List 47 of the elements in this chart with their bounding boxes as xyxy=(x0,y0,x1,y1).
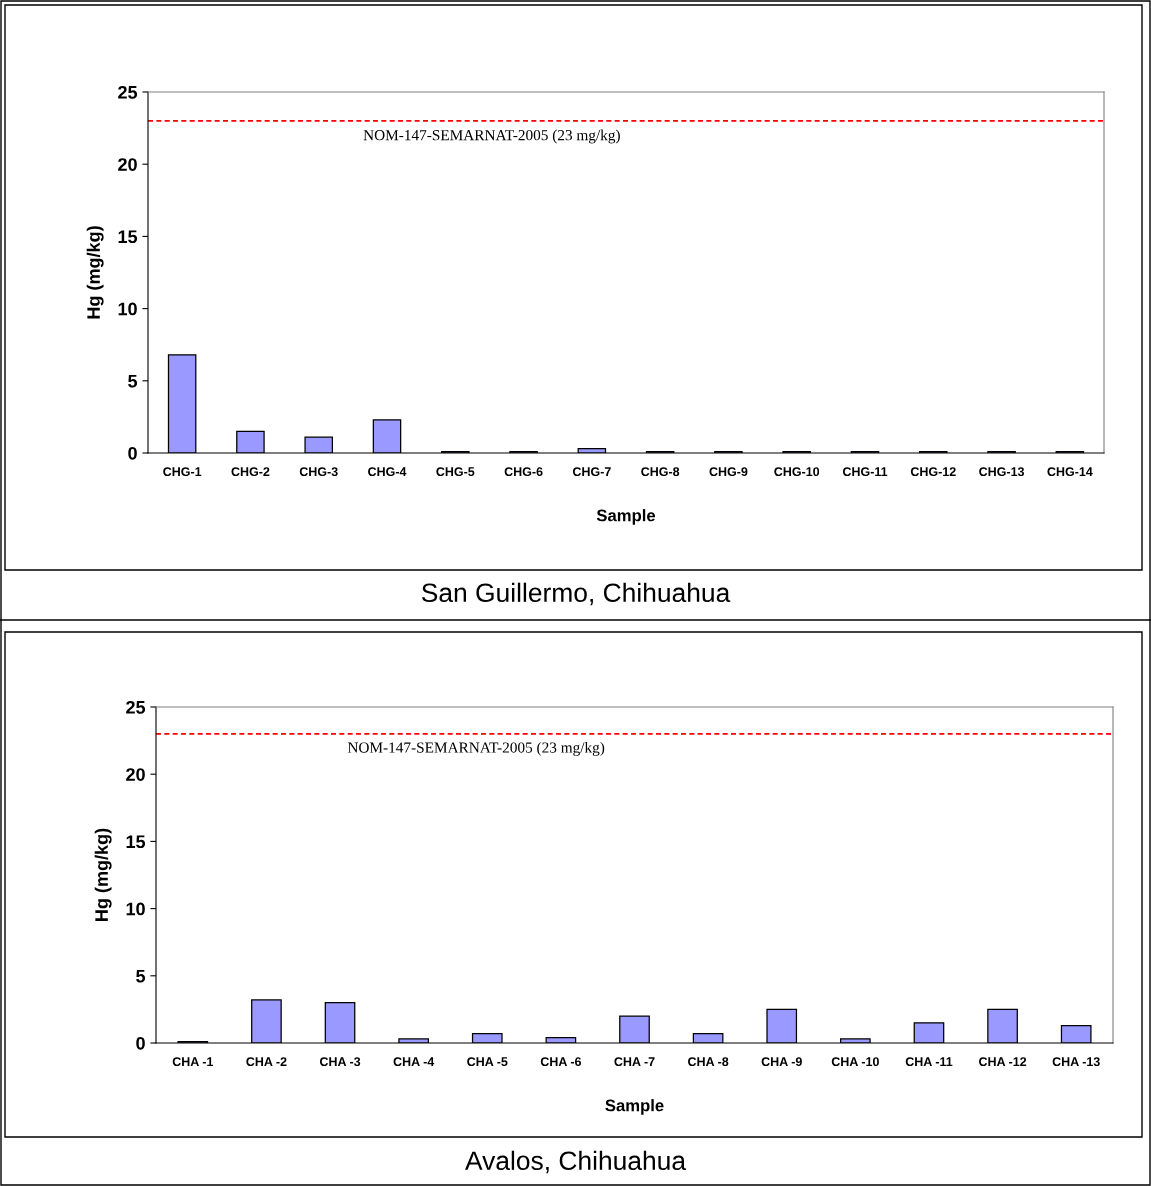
x-tick-label: CHA -2 xyxy=(246,1057,287,1067)
x-tick-label: CHA -8 xyxy=(688,1057,729,1067)
x-tick-label: CHG-7 xyxy=(572,467,611,477)
x-tick-label: CHA -13 xyxy=(1052,1057,1100,1067)
x-tick-label: CHG-2 xyxy=(231,467,270,477)
x-tick-label: CHA -10 xyxy=(831,1057,879,1067)
x-tick-label: CHA -3 xyxy=(319,1057,361,1067)
x-tick-label: CHG-1 xyxy=(163,467,202,477)
x-tick-label: CHA -11 xyxy=(905,1057,953,1067)
text: Avalos, Chihuahua xyxy=(465,1150,687,1174)
x-tick-label: CHG-11 xyxy=(842,467,888,477)
x-tick-label: CHG-9 xyxy=(709,467,748,477)
y-tick-label: 10 xyxy=(126,902,145,916)
y-tick-label: 0 xyxy=(128,446,137,460)
y-tick-label: 25 xyxy=(126,700,146,714)
y-tick-label: 10 xyxy=(118,302,137,316)
x-tick-label: CHA -6 xyxy=(540,1057,582,1067)
y-tick-label: 15 xyxy=(118,230,138,244)
y-tick-label: 20 xyxy=(126,768,145,781)
x-tick-label: CHA -12 xyxy=(979,1057,1027,1067)
y-axis-title: Hg (mg/kg) xyxy=(86,226,104,319)
x-tick-label: CHA -9 xyxy=(761,1057,802,1067)
x-tick-label: CHA -1 xyxy=(172,1057,214,1067)
x-tick-label: CHG-12 xyxy=(910,467,956,477)
x-axis-title: Sample xyxy=(605,1099,664,1115)
y-axis-title: Hg (mg/kg) xyxy=(94,828,112,921)
x-tick-label: CHG-8 xyxy=(641,467,680,477)
x-tick-label: CHG-10 xyxy=(774,467,820,477)
text: San Guillermo, Chihuahua xyxy=(421,582,731,606)
y-tick-label: 20 xyxy=(118,158,137,171)
x-axis-title: Sample xyxy=(596,509,656,525)
x-tick-label: CHA -4 xyxy=(393,1057,435,1067)
y-tick-label: 5 xyxy=(128,374,138,388)
y-tick-label: 25 xyxy=(118,85,138,99)
ref-line-label: NOM-147-SEMARNAT-2005 (23 mg/kg) xyxy=(363,129,620,144)
x-tick-label: CHA -5 xyxy=(467,1057,508,1067)
x-tick-label: CHG-14 xyxy=(1047,467,1093,477)
y-tick-label: 15 xyxy=(126,835,146,849)
y-tick-label: 5 xyxy=(136,969,146,983)
y-tick-label: 0 xyxy=(136,1036,145,1050)
x-tick-label: CHG-13 xyxy=(979,467,1025,477)
ref-line-label: NOM-147-SEMARNAT-2005 (23 mg/kg) xyxy=(347,741,605,756)
x-tick-label: CHG-3 xyxy=(299,467,338,477)
x-tick-label: CHG-5 xyxy=(436,467,475,477)
x-tick-label: CHA -7 xyxy=(614,1057,655,1067)
x-tick-label: CHG-6 xyxy=(504,467,543,477)
x-tick-label: CHG-4 xyxy=(368,467,407,477)
